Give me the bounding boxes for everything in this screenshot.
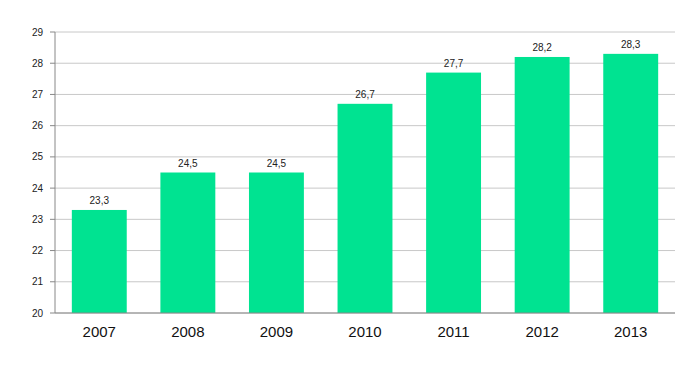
- bar: [72, 210, 127, 313]
- x-tick-label: 2009: [260, 323, 293, 340]
- y-tick: [50, 156, 55, 157]
- bar: [515, 57, 570, 313]
- y-tick-label: 22: [32, 245, 44, 256]
- chart-svg: 20 21 22 23 24 25 26 27 28 29 23,3 24,5 24,5 26,7 27,7…: [0, 0, 680, 365]
- bar: [603, 54, 658, 313]
- x-axis-line: [55, 313, 675, 314]
- data-label: 28,2: [532, 42, 552, 53]
- grid-line: [55, 63, 675, 64]
- y-tick-label: 28: [32, 58, 44, 69]
- y-tick-label: 25: [32, 151, 44, 162]
- chart-container: 20 21 22 23 24 25 26 27 28 29 23,3 24,5 24,5 26,7 27,7…: [0, 0, 680, 365]
- data-label: 28,3: [621, 39, 641, 50]
- y-tick: [50, 250, 55, 251]
- bars: [72, 54, 658, 313]
- y-axis: 20 21 22 23 24 25 26 27 28 29: [32, 27, 55, 319]
- x-tick-label: 2008: [171, 323, 204, 340]
- data-label: 24,5: [178, 158, 198, 169]
- y-tick: [50, 188, 55, 189]
- grid-line: [55, 32, 675, 33]
- y-tick-label: 26: [32, 120, 44, 131]
- data-label: 27,7: [444, 58, 464, 69]
- y-tick: [50, 94, 55, 95]
- y-tick: [50, 63, 55, 64]
- grid: [55, 32, 675, 313]
- x-tick-label: 2013: [614, 323, 647, 340]
- y-tick: [50, 125, 55, 126]
- x-tick-label: 2007: [83, 323, 116, 340]
- x-tick-label: 2012: [525, 323, 558, 340]
- grid-line: [55, 313, 675, 314]
- y-tick: [50, 219, 55, 220]
- bar: [160, 173, 215, 314]
- y-tick-label: 24: [32, 183, 44, 194]
- data-labels: 23,3 24,5 24,5 26,7 27,7 28,2 28,3: [90, 39, 641, 206]
- y-tick: [50, 313, 55, 314]
- y-axis-line: [55, 32, 56, 313]
- y-tick-label: 29: [32, 27, 44, 38]
- y-tick: [50, 32, 55, 33]
- bar: [338, 104, 393, 313]
- data-label: 24,5: [267, 158, 287, 169]
- x-axis: 2007 2008 2009 2010 2011 2012 2013: [55, 313, 675, 340]
- y-tick-label: 20: [32, 308, 44, 319]
- x-tick-label: 2011: [437, 323, 469, 340]
- data-label: 26,7: [355, 89, 375, 100]
- y-tick-label: 27: [32, 89, 44, 100]
- bar: [249, 173, 304, 314]
- bar: [426, 73, 481, 313]
- y-tick-label: 21: [32, 276, 44, 287]
- x-tick-label: 2010: [348, 323, 381, 340]
- data-label: 23,3: [90, 195, 110, 206]
- y-tick: [50, 281, 55, 282]
- y-tick-label: 23: [32, 214, 44, 225]
